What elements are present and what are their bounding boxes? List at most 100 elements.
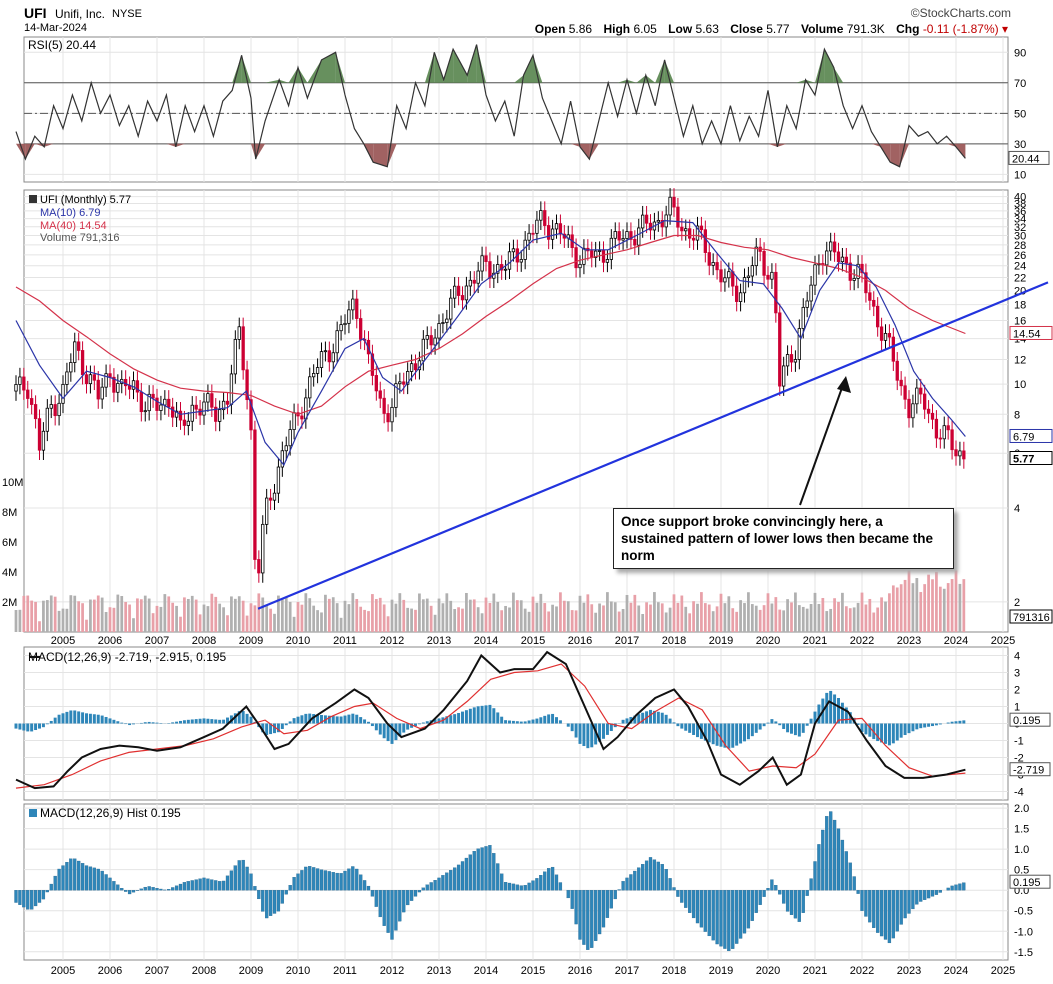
macd-hist-bar: [249, 716, 253, 724]
volume-bar: [962, 579, 966, 632]
volume-bar: [151, 613, 155, 632]
volume-bar: [837, 601, 840, 632]
hist-bar: [723, 890, 727, 949]
hist-bar: [108, 877, 112, 891]
volume-bar: [421, 599, 425, 632]
price-candle: [268, 497, 273, 501]
hist-bar: [774, 885, 778, 891]
macd-hist-bar: [112, 719, 116, 724]
volume-bar: [390, 599, 394, 632]
volume-bar: [876, 607, 880, 632]
volume-bar: [707, 604, 711, 632]
hist-bar: [574, 890, 578, 925]
hist-bar: [527, 882, 531, 891]
macd-hist-bar: [61, 713, 65, 724]
volume-bar: [120, 596, 124, 632]
hist-bar: [605, 890, 610, 918]
macd-hist-bar: [899, 723, 903, 738]
macd-hist-bar: [915, 723, 919, 730]
hist-bar: [746, 890, 751, 929]
volume-bar: [852, 607, 856, 632]
hist-bar: [413, 890, 418, 897]
price-candle: [429, 335, 433, 346]
volume-bar: [26, 595, 30, 632]
macd-hist-bar: [65, 711, 69, 724]
rsi-zone-fill: [664, 59, 674, 83]
hist-bar: [848, 862, 852, 891]
rsi-zone-fill: [241, 55, 251, 83]
volume-bar: [829, 608, 833, 632]
volume-bar: [34, 601, 37, 632]
macd-hist-bar: [38, 723, 41, 729]
price-candle: [178, 410, 183, 421]
volume-bar: [457, 607, 460, 632]
volume-bar: [527, 611, 531, 632]
macd-hist-bar: [288, 721, 292, 724]
volume-bar: [801, 606, 805, 632]
price-candle: [249, 399, 253, 431]
macd-hist-bar: [92, 714, 96, 724]
volume-bar: [880, 597, 883, 632]
rsi-zone-fill: [298, 67, 308, 83]
hist-bar: [120, 888, 124, 891]
volume-bar: [351, 593, 355, 632]
chg-value: -0.11 (-1.87%): [922, 22, 999, 36]
price-candle: [315, 367, 320, 374]
macd-hist-bar: [171, 722, 175, 724]
volume-bar: [100, 597, 104, 632]
macd-hist-bar: [237, 711, 241, 724]
price-candle: [793, 359, 798, 363]
volume-bar: [49, 595, 53, 632]
panel-frame-hist: [23, 803, 1009, 961]
macd-hist-bar: [398, 723, 402, 737]
macd-hist-bar: [547, 714, 551, 724]
hist-bar: [460, 861, 465, 891]
macd-hist-bar: [950, 721, 954, 724]
x-tick-label: 2005: [51, 965, 75, 977]
macd-hist-bar: [139, 722, 143, 724]
hist-bar: [750, 890, 754, 921]
volume-bar: [625, 595, 629, 632]
hist-bar: [429, 882, 433, 891]
volume-bar: [476, 607, 480, 632]
x-tick-label: 2012: [380, 635, 404, 647]
volume-bar: [950, 579, 954, 632]
volume-bar: [774, 597, 778, 632]
macd-hist-bar: [367, 721, 370, 724]
rsi-zone-fill: [570, 143, 580, 147]
hist-bar: [883, 890, 888, 940]
volume-bar: [186, 598, 190, 632]
volume-tick-label: 8M: [2, 507, 17, 519]
y-tick-label: 1.0: [1014, 844, 1029, 856]
macd-hist-bar: [680, 723, 684, 729]
volume-bar: [339, 617, 343, 632]
x-tick-label: 2017: [615, 965, 639, 977]
hist-bar: [766, 888, 770, 891]
volume-bar: [523, 608, 527, 632]
brand-label[interactable]: ©StockCharts.com: [910, 6, 1011, 20]
x-tick-label: 2007: [145, 965, 169, 977]
macd-hist-bar: [605, 723, 609, 735]
volume-bar: [414, 609, 417, 632]
price-candle: [84, 374, 89, 385]
y-tick-label: -1.0: [1014, 926, 1033, 938]
price-candle: [331, 352, 335, 363]
hist-bar: [742, 890, 747, 934]
hist-bar: [887, 890, 892, 944]
volume-bar: [394, 603, 398, 632]
volume-bar: [327, 598, 331, 632]
macd-hist-bar: [284, 723, 288, 726]
macd-hist-bar: [519, 721, 523, 724]
hist-bar: [14, 890, 18, 903]
x-tick-label: 2023: [897, 635, 921, 647]
price-candle: [319, 351, 324, 368]
price-candle: [221, 400, 226, 411]
price-candle: [707, 252, 711, 266]
macd-hist-bar: [30, 723, 34, 732]
volume-bar: [241, 600, 245, 632]
volume-bar: [684, 606, 688, 632]
rsi-zone-fill: [166, 143, 176, 147]
price-candle: [836, 251, 841, 263]
macd-hist-bar: [660, 712, 664, 724]
hist-bar: [394, 890, 398, 931]
